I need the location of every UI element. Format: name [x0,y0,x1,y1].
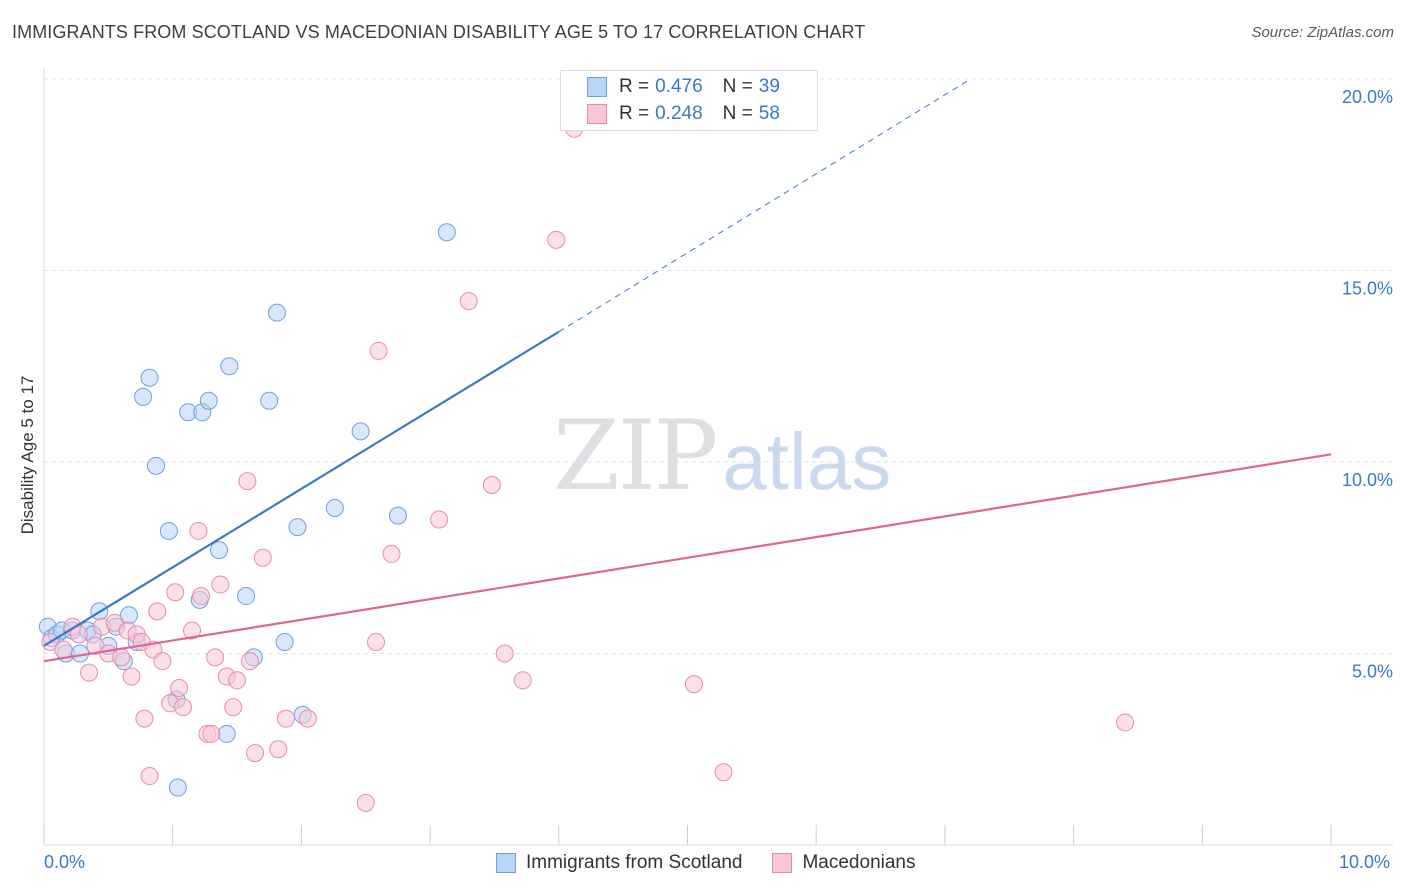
legend-item-macedonians[interactable]: Macedonians [772,852,916,874]
macedonian-point [173,698,192,717]
legend-label: Immigrants from Scotland [526,852,743,873]
r-value: 0.476 [655,76,703,97]
legend-item-scotland[interactable]: Immigrants from Scotland [496,852,742,874]
x-tick-label-max: 10.0% [1339,852,1391,872]
macedonian-point [148,602,167,621]
y-tick-label: 20.0% [1342,87,1393,107]
macedonian-point [684,675,703,694]
scotland-point [217,724,236,743]
macedonian-point [122,667,141,686]
stats-legend: R = 0.476 N = 39 R = 0.248 N = 58 [560,70,818,131]
blue-swatch-icon [587,77,607,97]
scotland-trend-extension [558,78,971,333]
macedonian-point [269,740,288,759]
macedonian-point [183,621,202,640]
scotland-point [146,456,165,475]
macedonian-point [367,633,386,652]
macedonian-point [228,671,247,690]
macedonian-point [382,544,401,563]
macedonian-point [459,292,478,311]
scotland-point [288,518,307,537]
macedonian-point [714,763,733,782]
y-tick-label: 10.0% [1342,470,1393,490]
series-legend: Immigrants from Scotland Macedonians [496,852,916,874]
macedonian-point [276,709,295,728]
n-value: 58 [758,103,780,124]
macedonian-point [135,709,154,728]
macedonian-point [166,583,185,602]
scotland-point [351,422,370,441]
r-label: R = [619,76,650,97]
scotland-point [140,368,159,387]
scotland-point [237,587,256,606]
macedonian-point [1116,713,1135,732]
macedonian-point [246,744,265,763]
macedonian-point [140,767,159,786]
macedonian-point [547,230,566,249]
y-tick-label: 5.0% [1352,662,1393,682]
scotland-point [437,223,456,242]
scotland-point [199,391,218,410]
r-label: R = [619,103,650,124]
scotland-point [325,498,344,517]
y-tick-label: 15.0% [1342,279,1393,299]
macedonian-point [482,475,501,494]
macedonian-point [80,663,99,682]
n-value: 39 [758,76,780,97]
y-axis-label: Disability Age 5 to 17 [18,375,37,535]
scotland-point [134,387,153,406]
macedonian-point [369,341,388,360]
macedonian-point [240,652,259,671]
macedonian-point [495,644,514,663]
scotland-point [168,778,187,797]
scotland-point [220,357,239,376]
macedonian-point [430,510,449,529]
macedonian-point [238,472,257,491]
pink-swatch-icon [587,104,607,124]
watermark-zip: ZIP [553,400,718,512]
macedonian-point [112,648,131,667]
macedonian-point [170,678,189,697]
scotland-point [210,541,229,560]
macedonian-point [206,648,225,667]
macedonian-point [298,709,317,728]
blue-swatch-icon [496,853,516,873]
scotland-point [388,506,407,525]
macedonian-point [192,587,211,606]
scotland-point [267,303,286,322]
pink-swatch-icon [772,853,793,873]
macedonian-point [153,652,172,671]
n-label: N = [722,76,753,97]
stats-row-macedonians: R = 0.248 N = 58 [587,103,780,125]
source-label: Source: ZipAtlas.com [1251,24,1394,41]
macedonian-point [202,724,221,743]
macedonian-point [356,793,375,812]
n-label: N = [722,103,753,124]
macedonian-point [224,698,243,717]
scotland-point [275,633,294,652]
macedonian-point [253,548,272,567]
scotland-point [159,521,178,540]
r-value: 0.248 [655,103,703,124]
macedonian-point [54,640,73,659]
stats-row-scotland: R = 0.476 N = 39 [587,76,780,98]
macedonian-point [513,671,532,690]
scotland-point [260,391,279,410]
legend-label: Macedonians [802,852,916,873]
macedonian-point [189,521,208,540]
x-tick-label-min: 0.0% [44,852,86,872]
macedonian-trend-line [43,453,1332,663]
macedonian-point [211,575,230,594]
scotland-trend-line [43,330,560,647]
chart-title: IMMIGRANTS FROM SCOTLAND VS MACEDONIAN D… [12,22,866,42]
